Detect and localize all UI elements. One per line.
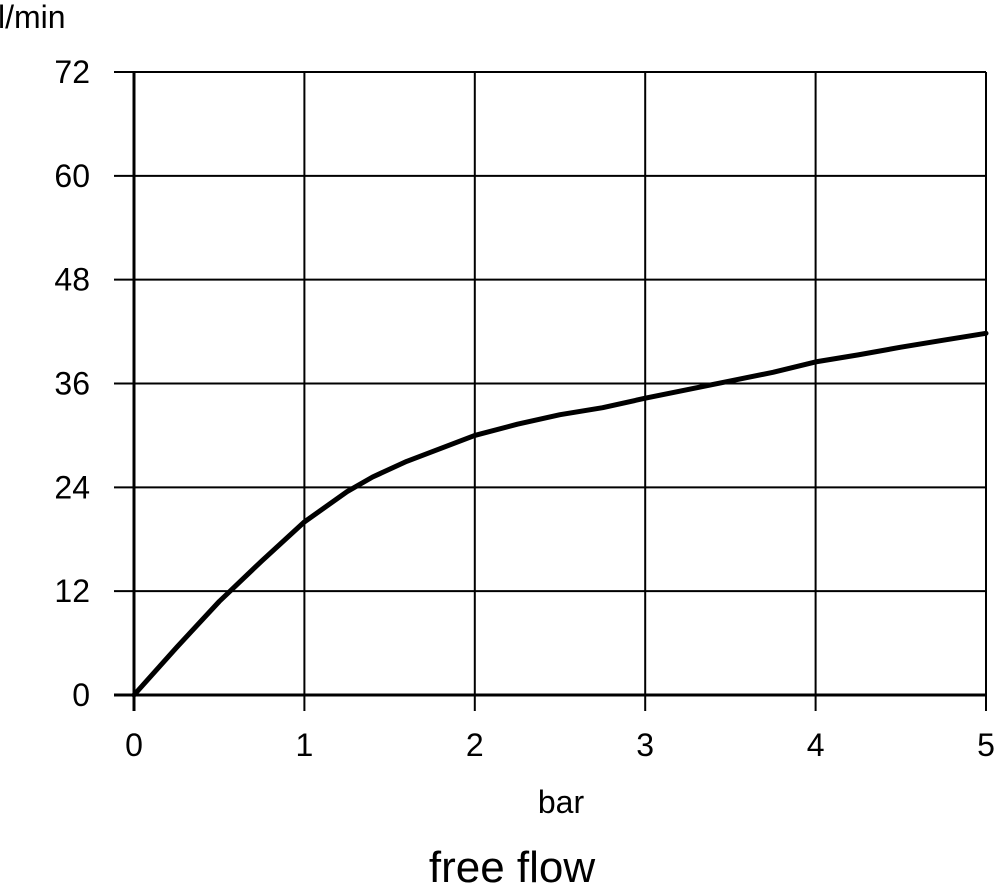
y-tick-label: 12 [54,573,90,609]
y-tick-label: 0 [72,677,90,713]
axes [114,72,986,711]
y-tick-labels: 0 12 24 36 48 60 72 [54,54,90,713]
x-tick-label: 5 [977,727,995,763]
x-tick-label: 1 [296,727,314,763]
x-tick-labels: 0 1 2 3 4 5 [125,727,995,763]
x-tick-label: 3 [636,727,654,763]
grid-lines [114,71,987,711]
x-tick-label: 4 [807,727,825,763]
y-tick-label: 72 [54,54,90,90]
series-group [131,330,989,698]
y-tick-label: 48 [54,262,90,298]
x-tick-label: 2 [466,727,484,763]
y-tick-label: 24 [54,469,90,505]
y-axis-label: l/min [0,0,66,35]
x-tick-label: 0 [125,727,143,763]
y-tick-label: 36 [54,366,90,402]
x-axis-label: bar [538,784,585,820]
chart-caption: free flow [429,843,596,890]
series-line [131,330,989,698]
y-tick-label: 60 [54,158,90,194]
